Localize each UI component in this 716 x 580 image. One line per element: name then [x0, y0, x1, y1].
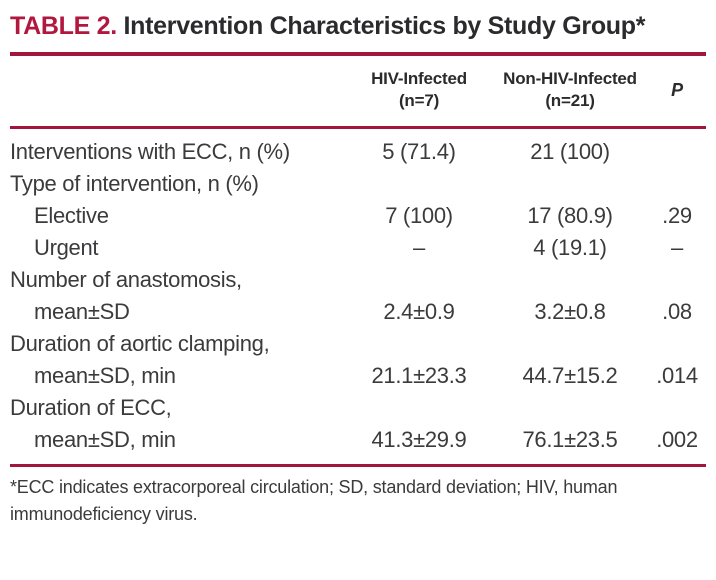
table-row-duration-aortic-clamping: Duration of aortic clamping, mean±SD, mi… [10, 328, 706, 392]
col-header-hiv-line2: (n=7) [398, 91, 440, 110]
cell-hiv-value: 7 (100) [385, 203, 453, 228]
cell-hiv-value: 41.3±29.9 [371, 427, 467, 452]
table-title: TABLE 2. Intervention Characteristics by… [10, 8, 682, 45]
cell-non-hiv-value: 76.1±23.5 [522, 427, 618, 452]
row-label-line2: mean±SD, min [34, 363, 176, 388]
cell-non-hiv-value [492, 168, 648, 200]
cell-non-hiv-value: 3.2±0.8 [534, 299, 606, 324]
row-label: Duration of ECC, mean±SD, min [10, 392, 346, 466]
table-row-type-of-intervention: Type of intervention, n (%) [10, 168, 706, 200]
cell-p-value: .002 [656, 427, 698, 452]
row-label: Interventions with ECC, n (%) [10, 128, 346, 169]
cell-non-hiv-value: 17 (80.9) [527, 203, 613, 228]
row-label: Number of anastomosis, mean±SD [10, 264, 346, 328]
col-header-hiv-line1: HIV-Infected [371, 69, 467, 88]
header-row: HIV-Infected (n=7) Non-HIV-Infected (n=2… [10, 54, 706, 129]
cell-hiv-value [346, 168, 492, 200]
intervention-table: HIV-Infected (n=7) Non-HIV-Infected (n=2… [10, 52, 706, 467]
row-label: Type of intervention, n (%) [10, 168, 346, 200]
cell-p-value [648, 128, 706, 169]
row-label-line2: mean±SD [34, 299, 130, 324]
row-label: Duration of aortic clamping, mean±SD, mi… [10, 328, 346, 392]
table-row-elective: Elective 7 (100) 17 (80.9) .29 [10, 200, 706, 232]
cell-p-value: .08 [662, 299, 692, 324]
table-row-urgent: Urgent – 4 (19.1) – [10, 232, 706, 264]
cell-non-hiv-value: 21 (100) [530, 139, 610, 164]
cell-hiv-value: 2.4±0.9 [383, 299, 455, 324]
col-header-non-hiv-infected: Non-HIV-Infected (n=21) [492, 54, 648, 129]
row-label: Elective [10, 200, 346, 232]
row-label-line2: mean±SD, min [34, 427, 176, 452]
row-label-line1: Urgent [34, 235, 99, 260]
cell-p-value [648, 168, 706, 200]
row-label-line1: Duration of aortic clamping, [10, 331, 270, 356]
row-label-line1: Elective [34, 203, 109, 228]
col-header-empty [10, 54, 346, 129]
cell-hiv-value: 5 (71.4) [382, 139, 456, 164]
table-title-number: TABLE 2. [10, 12, 117, 40]
col-header-hiv-infected: HIV-Infected (n=7) [346, 54, 492, 129]
table-row-interventions-ecc: Interventions with ECC, n (%) 5 (71.4) 2… [10, 128, 706, 169]
table-title-text: Intervention Characteristics by Study Gr… [123, 12, 646, 40]
table-footnote: *ECC indicates extracorporeal circulatio… [10, 477, 618, 524]
col-header-nonhiv-line1: Non-HIV-Infected [503, 69, 637, 88]
row-label-line1: Type of intervention, n (%) [10, 171, 259, 196]
table-header: HIV-Infected (n=7) Non-HIV-Infected (n=2… [10, 54, 706, 129]
table-row-number-of-anastomosis: Number of anastomosis, mean±SD 2.4±0.9 3… [10, 264, 706, 328]
row-label-line1: Duration of ECC, [10, 395, 172, 420]
col-header-nonhiv-line2: (n=21) [545, 91, 595, 110]
cell-non-hiv-value: 4 (19.1) [533, 235, 607, 260]
row-label: Urgent [10, 232, 346, 264]
table-body: Interventions with ECC, n (%) 5 (71.4) 2… [10, 128, 706, 466]
cell-hiv-value: – [413, 235, 425, 260]
cell-p-value: – [671, 235, 683, 260]
row-label-line1: Number of anastomosis, [10, 267, 242, 292]
cell-p-value: .29 [662, 203, 692, 228]
cell-hiv-value: 21.1±23.3 [371, 363, 467, 388]
cell-non-hiv-value: 44.7±15.2 [522, 363, 618, 388]
row-label-line1: Interventions with ECC, n (%) [10, 139, 290, 164]
table-row-duration-ecc: Duration of ECC, mean±SD, min 41.3±29.9 … [10, 392, 706, 466]
col-header-p: P [648, 54, 706, 129]
cell-p-value: .014 [656, 363, 698, 388]
